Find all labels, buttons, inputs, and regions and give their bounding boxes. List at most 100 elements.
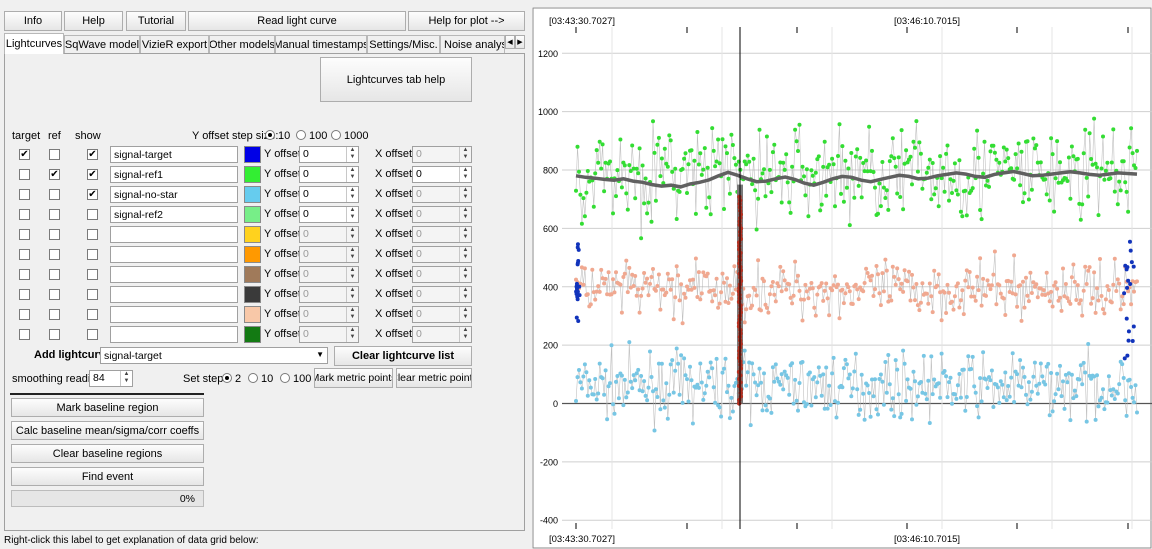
show-checkbox[interactable] [87, 309, 98, 320]
lightcurve-name-field[interactable]: signal-ref1 [110, 166, 238, 183]
spinner-arrows-icon[interactable]: ▲ ▼ [346, 227, 358, 242]
smoothing-readings-input[interactable]: 84 ▲ ▼ [89, 370, 133, 387]
lightcurve-name-field[interactable]: signal-ref2 [110, 206, 238, 223]
spinner-arrows-icon[interactable]: ▲ ▼ [459, 327, 471, 342]
y-step-100-radio[interactable] [296, 130, 306, 140]
clear-metric-points-button[interactable]: Clear metric points [396, 368, 472, 388]
y-offset-spinner[interactable]: 0 ▲ ▼ [299, 266, 359, 283]
lightcurve-name-field[interactable] [110, 286, 238, 303]
x-offset-spinner[interactable]: 0 ▲ ▼ [412, 166, 472, 183]
color-swatch[interactable] [244, 186, 261, 203]
mark-baseline-region-button[interactable]: Mark baseline region [11, 398, 204, 417]
spinner-arrows-icon[interactable]: ▲ ▼ [459, 147, 471, 162]
tab-vizier-export[interactable]: VizieR export [140, 35, 209, 53]
y-offset-spinner[interactable]: 0 ▲ ▼ [299, 306, 359, 323]
x-offset-spinner[interactable]: 0 ▲ ▼ [412, 186, 472, 203]
show-checkbox[interactable] [87, 289, 98, 300]
target-checkbox[interactable] [19, 269, 30, 280]
y-offset-spinner[interactable]: 0 ▲ ▼ [299, 326, 359, 343]
show-checkbox[interactable] [87, 249, 98, 260]
read-light-curve-button[interactable]: Read light curve [188, 11, 406, 31]
find-event-button[interactable]: Find event [11, 467, 204, 486]
y-step-10-radio[interactable] [265, 130, 275, 140]
show-checkbox[interactable] [87, 209, 98, 220]
spinner-arrows-icon[interactable]: ▲ ▼ [459, 167, 471, 182]
calc-baseline-button[interactable]: Calc baseline mean/sigma/corr coeffs [11, 421, 204, 440]
ref-checkbox[interactable] [49, 229, 60, 240]
show-checkbox[interactable]: ✔ [87, 149, 98, 160]
show-checkbox[interactable]: ✔ [87, 169, 98, 180]
spinner-arrows-icon[interactable]: ▲ ▼ [459, 287, 471, 302]
lightcurve-name-field[interactable]: signal-target [110, 146, 238, 163]
tab-scroll-left-button[interactable]: ◀ [505, 35, 515, 49]
target-checkbox[interactable] [19, 169, 30, 180]
y-step-1000-radio[interactable] [331, 130, 341, 140]
spinner-arrows-icon[interactable]: ▲ ▼ [459, 227, 471, 242]
show-checkbox[interactable] [87, 229, 98, 240]
target-checkbox[interactable] [19, 309, 30, 320]
help-for-plot-button[interactable]: Help for plot --> [408, 11, 525, 31]
spinner-arrows-icon[interactable]: ▲ ▼ [346, 147, 358, 162]
ref-checkbox[interactable] [49, 329, 60, 340]
target-checkbox[interactable] [19, 329, 30, 340]
ref-checkbox[interactable] [49, 189, 60, 200]
target-checkbox[interactable] [19, 189, 30, 200]
lightcurve-name-field[interactable] [110, 266, 238, 283]
spinner-arrows-icon[interactable]: ▲ ▼ [459, 307, 471, 322]
x-offset-spinner[interactable]: 0 ▲ ▼ [412, 326, 472, 343]
color-swatch[interactable] [244, 266, 261, 283]
target-checkbox[interactable]: ✔ [19, 149, 30, 160]
color-swatch[interactable] [244, 286, 261, 303]
data-grid-explanation-label[interactable]: Right-click this label to get explanatio… [4, 535, 259, 546]
show-checkbox[interactable]: ✔ [87, 189, 98, 200]
spinner-arrows-icon[interactable]: ▲ ▼ [346, 267, 358, 282]
x-offset-spinner[interactable]: 0 ▲ ▼ [412, 146, 472, 163]
ref-checkbox[interactable]: ✔ [49, 169, 60, 180]
ref-checkbox[interactable] [49, 269, 60, 280]
tab-lightcurves[interactable]: Lightcurves [4, 33, 64, 54]
color-swatch[interactable] [244, 306, 261, 323]
target-checkbox[interactable] [19, 229, 30, 240]
info-button[interactable]: Info [4, 11, 62, 31]
target-checkbox[interactable] [19, 289, 30, 300]
lightcurve-name-field[interactable] [110, 306, 238, 323]
target-checkbox[interactable] [19, 249, 30, 260]
color-swatch[interactable] [244, 206, 261, 223]
y-offset-spinner[interactable]: 0 ▲ ▼ [299, 226, 359, 243]
color-swatch[interactable] [244, 326, 261, 343]
spinner-arrows-icon[interactable]: ▲ ▼ [346, 167, 358, 182]
target-checkbox[interactable] [19, 209, 30, 220]
ref-checkbox[interactable] [49, 309, 60, 320]
spinner-arrows-icon[interactable]: ▲ ▼ [459, 247, 471, 262]
tab-sqwave-model[interactable]: SqWave model [64, 35, 140, 53]
spinner-arrows-icon[interactable]: ▲ ▼ [459, 207, 471, 222]
x-offset-spinner[interactable]: 0 ▲ ▼ [412, 246, 472, 263]
tutorial-button[interactable]: Tutorial [126, 11, 186, 31]
x-offset-spinner[interactable]: 0 ▲ ▼ [412, 286, 472, 303]
ref-checkbox[interactable] [49, 249, 60, 260]
tab-noise-analysis[interactable]: Noise analysis/l [440, 35, 505, 53]
light-curve-plot[interactable]: 1200 1000 800 600 400 200 0 -200 -400 [03:43:30.… [532, 7, 1152, 549]
y-offset-spinner[interactable]: 0 ▲ ▼ [299, 206, 359, 223]
y-offset-spinner[interactable]: 0 ▲ ▼ [299, 146, 359, 163]
spinner-arrows-icon[interactable]: ▲ ▼ [459, 187, 471, 202]
help-button[interactable]: Help [64, 11, 123, 31]
spinner-arrows-icon[interactable]: ▲ ▼ [346, 307, 358, 322]
y-offset-spinner[interactable]: 0 ▲ ▼ [299, 286, 359, 303]
color-swatch[interactable] [244, 246, 261, 263]
tab-settings-misc[interactable]: Settings/Misc. [367, 35, 440, 53]
ref-checkbox[interactable] [49, 209, 60, 220]
spinner-arrows-icon[interactable]: ▲ ▼ [346, 187, 358, 202]
color-swatch[interactable] [244, 166, 261, 183]
lightcurve-name-field[interactable] [110, 226, 238, 243]
ref-checkbox[interactable] [49, 149, 60, 160]
tab-other-models[interactable]: Other models [209, 35, 275, 53]
color-swatch[interactable] [244, 146, 261, 163]
tab-manual-timestamps[interactable]: Manual timestamps [275, 35, 367, 53]
color-swatch[interactable] [244, 226, 261, 243]
spinner-arrows-icon[interactable]: ▲ ▼ [346, 327, 358, 342]
x-offset-spinner[interactable]: 0 ▲ ▼ [412, 206, 472, 223]
ref-checkbox[interactable] [49, 289, 60, 300]
add-lightcurve-select[interactable]: signal-target ▼ [100, 347, 328, 364]
spinner-arrows-icon[interactable]: ▲ ▼ [459, 267, 471, 282]
